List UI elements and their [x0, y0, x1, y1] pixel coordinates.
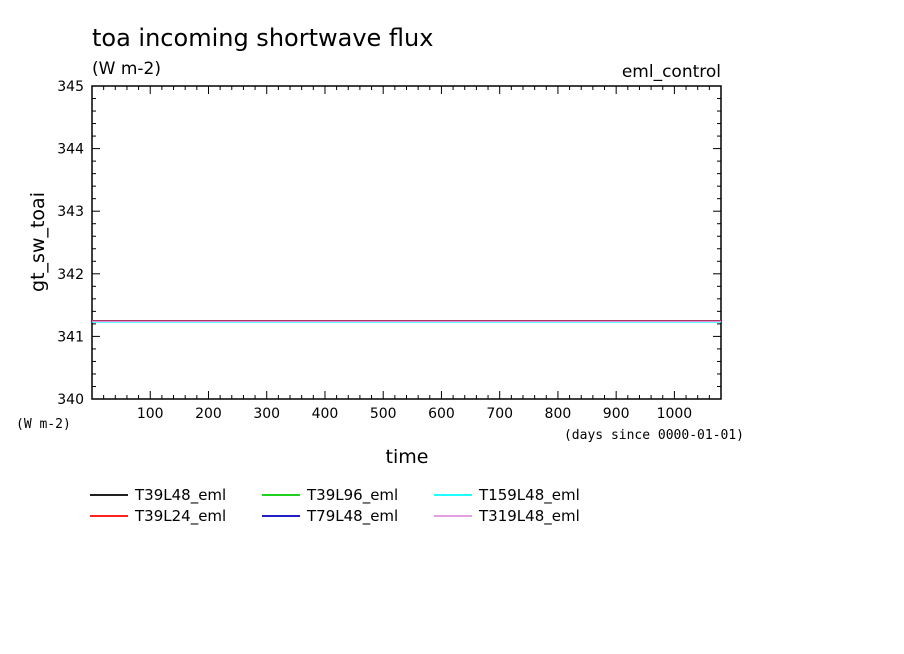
y-tick-label: 343: [57, 204, 84, 220]
y-axis-units: (W m-2): [16, 417, 71, 432]
y-tick-label: 345: [57, 79, 84, 95]
y-tick-label: 342: [57, 267, 84, 283]
legend-label: T39L48_eml: [134, 486, 226, 505]
legend: T39L48_eml T39L24_eml T39L96_eml T79L48_eml…: [90, 486, 580, 526]
y-tick-label: 340: [57, 392, 84, 408]
x-tick-label: 800: [545, 406, 572, 422]
x-tick-label: 400: [312, 406, 339, 422]
y-tick-label: 341: [57, 329, 84, 345]
y-tick-label: 344: [57, 142, 84, 158]
series-lines: [92, 320, 721, 323]
x-tick-label: 100: [137, 406, 164, 422]
x-tick-label: 600: [428, 406, 455, 422]
chart-units: (W m-2): [92, 59, 161, 79]
experiment-label: eml_control: [622, 62, 721, 82]
x-axis-units: (days since 0000-01-01): [564, 428, 744, 443]
x-tick-label: 900: [603, 406, 630, 422]
y-tick-labels: 340 341 342 343 344 345: [57, 79, 84, 408]
legend-label: T159L48_eml: [478, 486, 580, 505]
x-tick-label: 700: [486, 406, 513, 422]
x-tick-label: 200: [195, 406, 222, 422]
axis-ticks: [92, 86, 721, 399]
legend-label: T39L24_eml: [134, 507, 226, 526]
legend-label: T39L96_eml: [306, 486, 398, 505]
y-axis-label: gt_sw_toai: [27, 192, 49, 292]
x-tick-label: 300: [253, 406, 280, 422]
x-tick-labels: 100 200 300 400 500 600 700 800 900 1000: [137, 406, 692, 422]
plot-frame: [91, 85, 722, 400]
x-axis-label: time: [386, 446, 429, 468]
x-tick-label: 1000: [657, 406, 693, 422]
chart-title: toa incoming shortwave flux: [92, 24, 433, 52]
legend-label: T319L48_eml: [478, 507, 580, 526]
legend-label: T79L48_eml: [306, 507, 398, 526]
x-tick-label: 500: [370, 406, 397, 422]
